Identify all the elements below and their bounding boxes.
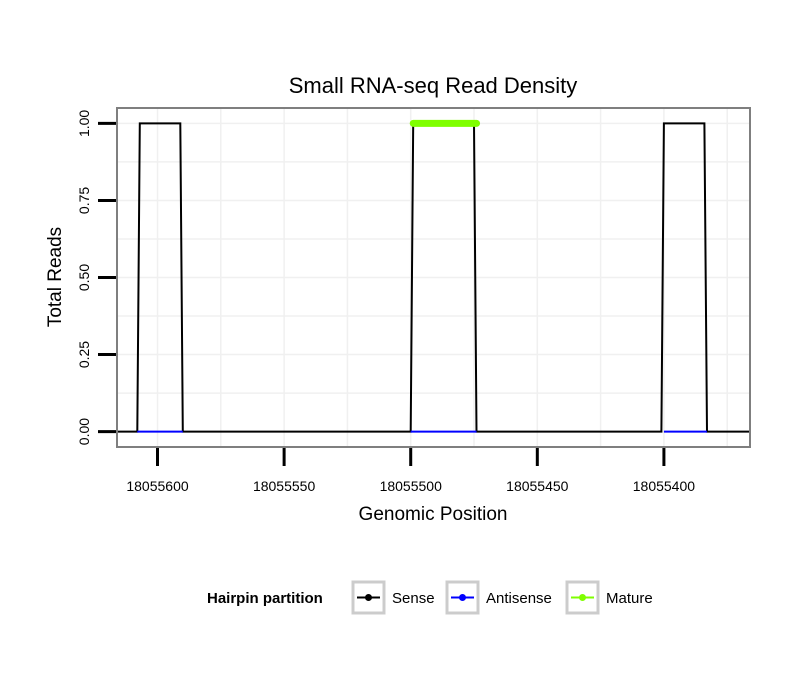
y-axis-title: Total Reads — [45, 227, 66, 327]
x-tick-label: 18055500 — [380, 478, 443, 494]
x-axis: 18055600 18055550 18055500 18055450 18055400 — [126, 448, 695, 494]
legend-label-mature: Mature — [606, 590, 653, 607]
legend-dot-antisense — [459, 594, 466, 601]
x-tick-label: 18055450 — [506, 478, 569, 494]
y-tick-label: 0.25 — [76, 341, 92, 368]
legend-dot-sense — [365, 594, 372, 601]
x-tick-label: 18055400 — [633, 478, 696, 494]
series-layer — [117, 119, 750, 433]
plot-panel — [116, 107, 751, 448]
legend-label-antisense: Antisense — [486, 590, 552, 607]
x-tick-label: 18055600 — [126, 478, 189, 494]
legend-title: Hairpin partition — [207, 590, 323, 607]
plot-border — [116, 107, 751, 448]
legend-dot-mature — [579, 594, 586, 601]
x-axis-title: Genomic Position — [359, 504, 508, 525]
legend-label-sense: Sense — [392, 590, 435, 607]
legend: Hairpin partition Sense Antisense Mature — [207, 580, 653, 615]
y-tick-label: 0.50 — [76, 264, 92, 291]
y-tick-label: 0.00 — [76, 418, 92, 445]
x-tick-label: 18055550 — [253, 478, 316, 494]
chart-title: Small RNA-seq Read Density — [289, 73, 578, 98]
y-axis: 0.00 0.25 0.50 0.75 1.00 — [76, 110, 116, 445]
y-tick-label: 0.75 — [76, 187, 92, 214]
y-tick-label: 1.00 — [76, 110, 92, 137]
